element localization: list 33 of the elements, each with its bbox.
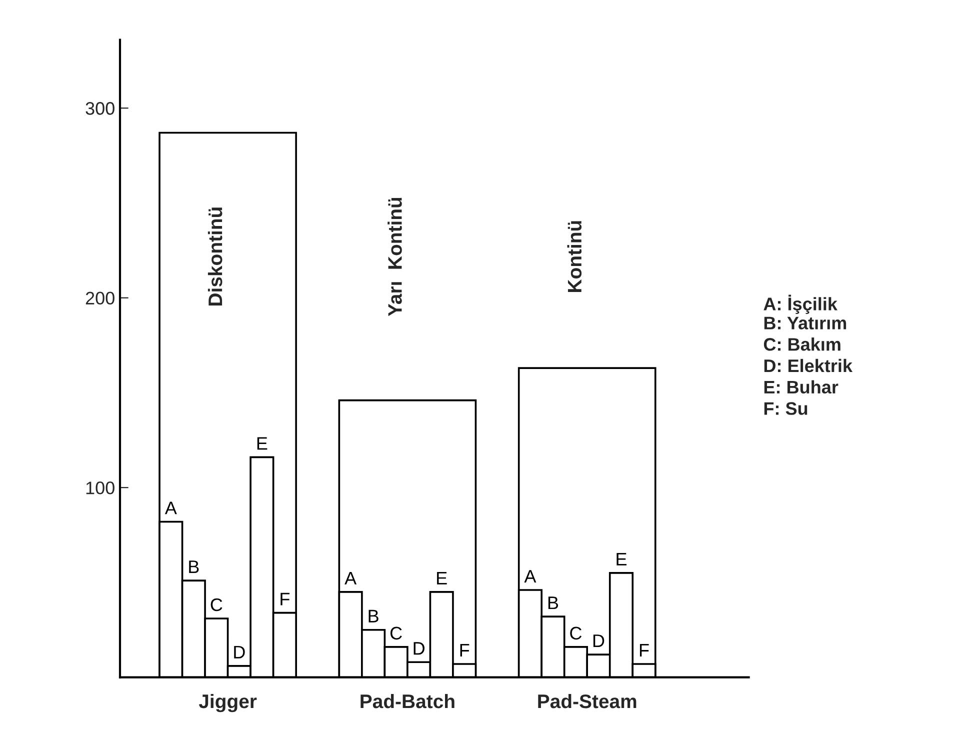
- text: D: [593, 634, 604, 647]
- text: A: [164, 502, 177, 514]
- x-tick-label: Jigger: [198, 694, 257, 712]
- text: A: [344, 572, 357, 584]
- text: D: [414, 642, 424, 655]
- text: F: Su: [764, 402, 808, 415]
- series-label: B: [189, 560, 199, 573]
- text: C: [390, 626, 402, 640]
- text: C: [570, 626, 582, 640]
- annotation: Yarı Kontinü: [388, 198, 402, 316]
- text: F: [280, 592, 290, 606]
- series-label: F: [460, 644, 470, 656]
- y-tick-label: 200: [86, 292, 114, 305]
- y-tick-label: 300: [86, 102, 114, 115]
- annotation: Diskontinü: [208, 208, 222, 306]
- y-tick-label: 100: [86, 482, 114, 494]
- text: B: Yatırım: [764, 316, 846, 330]
- text: E: [437, 572, 447, 584]
- text: E: [616, 552, 626, 566]
- text: B: [368, 610, 378, 622]
- text: F: [640, 644, 649, 656]
- annotation: Kontinü: [567, 221, 582, 292]
- x-tick-label: Pad-Batch: [360, 694, 454, 708]
- text: D: Elektrik: [764, 358, 853, 372]
- text: C: Bakım: [764, 338, 840, 351]
- x-tick-label: Pad-Steam: [538, 694, 636, 708]
- text: B: [548, 596, 558, 610]
- series-label: D: [234, 646, 245, 658]
- series-label: C: [210, 598, 222, 612]
- series-label: E: [257, 437, 268, 450]
- series-label: A: [524, 570, 536, 582]
- text: A: İşçilik: [764, 294, 838, 314]
- text: E: Buhar: [764, 380, 838, 394]
